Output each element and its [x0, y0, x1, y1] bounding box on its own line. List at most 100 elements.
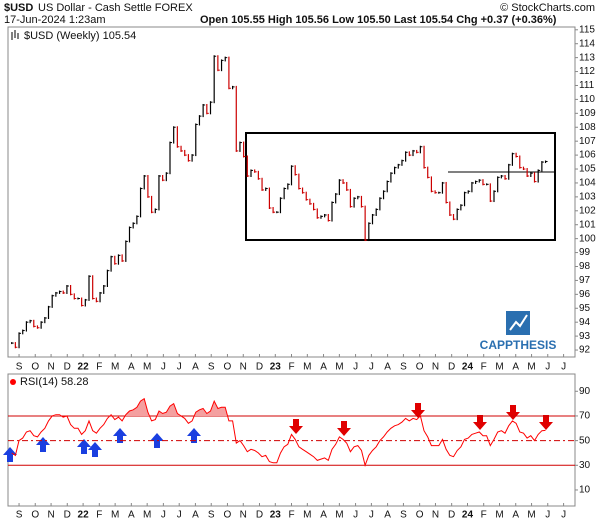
x-tick-label: J	[353, 510, 358, 521]
price-bar	[434, 190, 438, 194]
x-tick-label: J	[545, 510, 550, 521]
price-bar	[368, 222, 371, 242]
x-tick-label: S	[16, 510, 23, 521]
y-tick-label: 103	[579, 192, 596, 203]
y-tick-label: 92	[579, 345, 591, 356]
price-bar	[386, 180, 390, 193]
price-bar	[379, 197, 382, 211]
x-tick-label: M	[495, 362, 503, 373]
x-tick-label: A	[320, 510, 327, 521]
price-bar	[460, 204, 463, 211]
price-bar	[136, 215, 139, 225]
x-tick-label: O	[31, 362, 39, 373]
price-bar	[544, 160, 548, 164]
price-bar	[335, 193, 338, 204]
price-bar	[206, 103, 209, 115]
price-bar	[471, 181, 474, 193]
down-arrow	[473, 415, 487, 430]
date: 17-Jun-2024 1:23am	[4, 14, 106, 26]
price-bar	[51, 294, 55, 308]
x-tick-label: F	[96, 510, 102, 521]
price-bar	[349, 188, 353, 208]
price-bar	[114, 255, 117, 265]
price-bar	[36, 325, 40, 329]
price-bar	[423, 145, 427, 169]
price-bar	[364, 205, 368, 242]
price-bar	[147, 174, 150, 198]
x-tick-label: J	[369, 362, 374, 373]
instrument-name: US Dollar - Cash Settle FOREX	[38, 2, 193, 14]
price-bar	[283, 187, 287, 200]
price-bar	[316, 208, 320, 219]
x-tick-label: J	[561, 510, 566, 521]
price-bar	[139, 187, 143, 218]
price-bar	[231, 85, 235, 90]
x-tick-label: N	[432, 362, 439, 373]
x-tick-label: D	[448, 362, 455, 373]
price-bar	[397, 163, 401, 169]
price-bar	[508, 163, 511, 180]
price-bar	[176, 126, 180, 148]
price-bar	[276, 211, 279, 214]
price-bar	[18, 332, 22, 349]
price-bar	[301, 187, 305, 194]
price-bar	[430, 176, 434, 193]
x-tick-label: A	[320, 362, 327, 373]
price-bar	[445, 181, 449, 204]
x-tick-label: M	[335, 362, 343, 373]
price-bar	[33, 319, 36, 328]
x-tick-label: N	[47, 362, 54, 373]
y-tick-label: 99	[579, 247, 591, 258]
price-bar	[298, 173, 301, 190]
down-arrow	[289, 419, 303, 434]
price-bar	[254, 169, 257, 173]
y-tick-label: 95	[579, 303, 591, 314]
y-tick-label: 108	[579, 122, 596, 133]
price-bar	[257, 170, 261, 180]
x-tick-label: 23	[270, 362, 282, 373]
price-bar	[217, 55, 220, 72]
x-tick-label: A	[512, 510, 519, 521]
price-bar	[180, 145, 184, 152]
price-bar	[500, 174, 504, 179]
x-tick-label: O	[224, 362, 232, 373]
price-bar	[246, 155, 250, 177]
x-tick-label: O	[416, 362, 424, 373]
y-tick-label: 94	[579, 317, 591, 328]
price-bar	[158, 174, 161, 211]
price-bar	[22, 329, 25, 335]
x-tick-label: F	[96, 362, 102, 373]
logo: CAPPTHESIS	[480, 311, 556, 352]
price-bar	[88, 275, 91, 301]
down-arrow	[506, 405, 520, 420]
price-bar	[69, 284, 73, 296]
price-bar	[162, 174, 165, 182]
x-tick-label: M	[143, 510, 151, 521]
price-bar	[125, 240, 128, 262]
price-bar	[228, 56, 231, 90]
price-bar	[184, 149, 187, 157]
price-bar	[154, 208, 158, 214]
y-tick-label: 70	[579, 411, 591, 422]
x-tick-label: J	[161, 362, 166, 373]
x-tick-label: O	[224, 510, 232, 521]
price-bar	[29, 319, 33, 324]
y-tick-label: 109	[579, 108, 596, 119]
rsi-panel	[7, 373, 576, 507]
rsi-legend-icon	[10, 379, 16, 385]
price-bar	[95, 297, 99, 303]
x-tick-label: A	[384, 510, 391, 521]
price-bar	[463, 191, 467, 207]
price-bar	[11, 342, 14, 345]
price-bar	[287, 183, 290, 190]
price-bar	[456, 208, 460, 221]
price-bar	[213, 55, 217, 104]
x-tick-label: M	[495, 510, 503, 521]
price-bar	[371, 213, 375, 225]
price-bar	[346, 181, 349, 191]
price-bar	[191, 154, 195, 162]
x-tick-label: D	[256, 510, 263, 521]
price-bar	[265, 187, 268, 191]
x-tick-label: M	[527, 510, 535, 521]
price-bar	[290, 165, 294, 186]
